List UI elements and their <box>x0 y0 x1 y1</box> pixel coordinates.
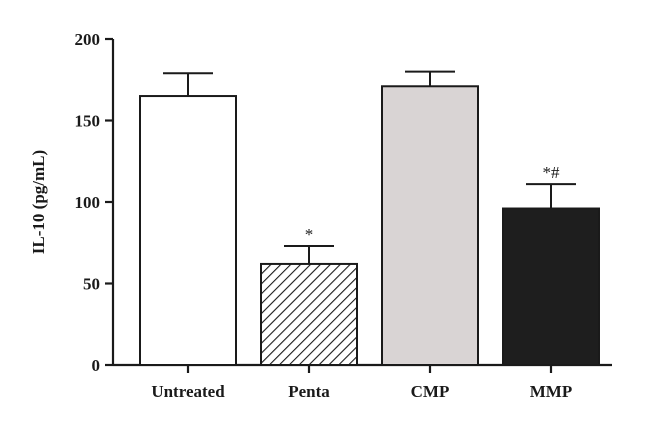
significance-annotation: *# <box>543 163 561 182</box>
y-axis: 0 50 100 150 200 <box>75 30 115 375</box>
bars-group: * *# <box>139 70 600 367</box>
bar-cmp <box>381 85 479 367</box>
bar-penta <box>260 262 358 366</box>
y-tick-label: 200 <box>75 30 101 49</box>
x-tick-label: MMP <box>530 382 572 401</box>
y-tick-label: 0 <box>92 356 101 375</box>
y-tick-label: 100 <box>75 193 101 212</box>
bar-untreated <box>139 95 237 367</box>
y-tick-label: 150 <box>75 112 101 131</box>
x-tick-label: Penta <box>288 382 330 401</box>
x-tick-label: CMP <box>411 382 450 401</box>
y-axis-title: IL-10 (pg/mL) <box>29 150 48 254</box>
significance-annotation: * <box>305 225 314 244</box>
x-tick-label: Untreated <box>151 382 225 401</box>
bar-mmp <box>502 207 600 366</box>
y-tick-label: 50 <box>83 275 100 294</box>
x-axis: Untreated Penta CMP MMP <box>113 363 612 401</box>
